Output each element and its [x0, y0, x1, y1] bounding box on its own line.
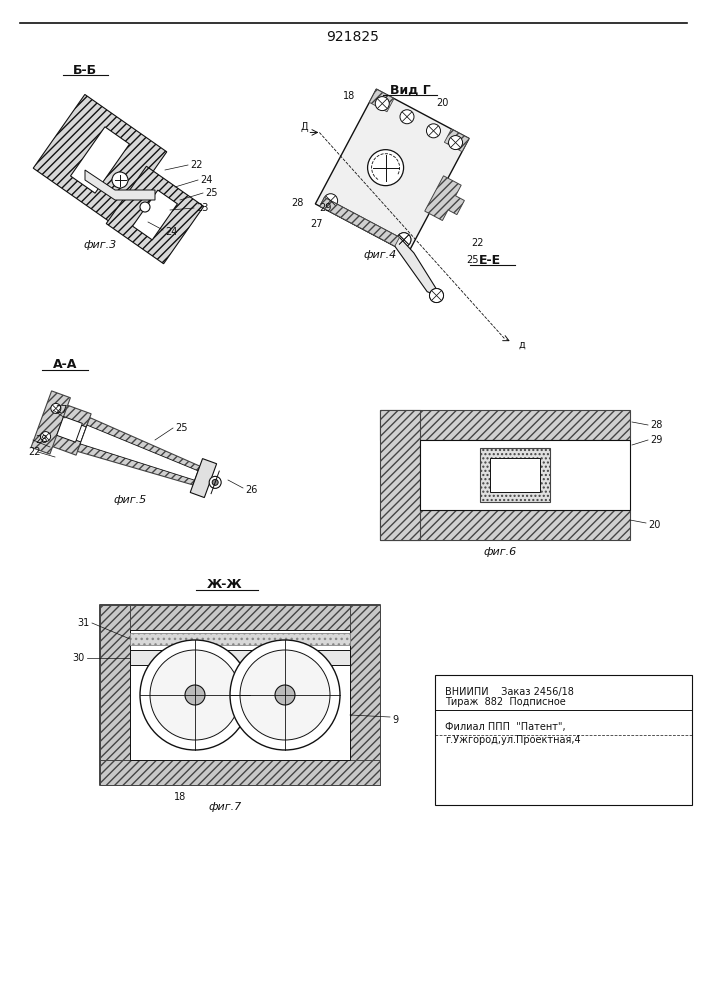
Polygon shape — [435, 675, 692, 805]
Text: 25: 25 — [467, 255, 479, 265]
Polygon shape — [480, 448, 550, 502]
Text: 23: 23 — [196, 203, 209, 213]
Circle shape — [430, 289, 443, 303]
Circle shape — [140, 202, 150, 212]
Text: 28: 28 — [650, 420, 662, 430]
Circle shape — [400, 110, 414, 124]
Circle shape — [275, 685, 295, 705]
Circle shape — [185, 685, 205, 705]
Polygon shape — [380, 410, 630, 440]
Text: 25: 25 — [175, 423, 187, 433]
Text: 28: 28 — [291, 198, 304, 208]
Text: Филиал ППП  "Патент",: Филиал ППП "Патент", — [445, 722, 566, 732]
Circle shape — [150, 650, 240, 740]
Circle shape — [51, 403, 61, 413]
Polygon shape — [100, 605, 380, 785]
Text: 9: 9 — [392, 715, 398, 725]
Text: 20: 20 — [648, 520, 660, 530]
Text: ВНИИПИ    Заказ 2456/18: ВНИИПИ Заказ 2456/18 — [445, 687, 574, 697]
Polygon shape — [380, 510, 630, 540]
Circle shape — [240, 650, 330, 740]
Circle shape — [368, 150, 404, 186]
Circle shape — [375, 97, 390, 111]
Polygon shape — [132, 190, 177, 240]
Text: 24: 24 — [200, 175, 212, 185]
Text: 28: 28 — [35, 435, 47, 445]
Text: 22: 22 — [190, 160, 202, 170]
Text: 27: 27 — [55, 405, 67, 415]
Circle shape — [230, 640, 340, 750]
Text: 27: 27 — [310, 219, 322, 229]
Text: Ж-Ж: Ж-Ж — [207, 578, 243, 591]
Polygon shape — [78, 418, 200, 485]
Circle shape — [426, 124, 440, 138]
Circle shape — [448, 136, 462, 150]
Polygon shape — [369, 89, 394, 112]
Text: фиг.7: фиг.7 — [209, 802, 242, 812]
Text: Тираж  882  Подписное: Тираж 882 Подписное — [445, 697, 566, 707]
Text: 18: 18 — [174, 792, 186, 802]
Text: 22: 22 — [28, 447, 40, 457]
Polygon shape — [100, 605, 130, 785]
Text: 29: 29 — [319, 203, 331, 213]
Polygon shape — [130, 630, 350, 760]
Text: 25: 25 — [205, 188, 218, 198]
Text: 921825: 921825 — [327, 30, 380, 44]
Polygon shape — [130, 633, 350, 645]
Text: г.Ужгород,ул.Проектная,4: г.Ужгород,ул.Проектная,4 — [445, 735, 580, 745]
Polygon shape — [320, 197, 441, 297]
Circle shape — [324, 194, 338, 208]
Text: фиг.4: фиг.4 — [363, 250, 397, 260]
Polygon shape — [420, 440, 630, 510]
Circle shape — [112, 172, 128, 188]
Text: 18: 18 — [343, 91, 356, 101]
Polygon shape — [380, 410, 420, 540]
Circle shape — [397, 233, 411, 247]
Polygon shape — [100, 605, 380, 630]
Polygon shape — [445, 129, 469, 152]
Text: Вид Г: Вид Г — [390, 84, 431, 97]
Circle shape — [40, 432, 51, 442]
Polygon shape — [106, 166, 204, 264]
Circle shape — [140, 640, 250, 750]
Text: Е-Е: Е-Е — [479, 253, 501, 266]
Circle shape — [430, 289, 443, 303]
Polygon shape — [85, 170, 155, 200]
Polygon shape — [320, 197, 399, 246]
Polygon shape — [350, 605, 380, 785]
Text: д: д — [519, 339, 526, 349]
Polygon shape — [490, 458, 540, 492]
Circle shape — [397, 233, 411, 247]
Circle shape — [212, 479, 218, 485]
Text: 26: 26 — [245, 485, 257, 495]
Text: 20: 20 — [437, 98, 449, 108]
Text: 22: 22 — [471, 238, 484, 248]
Polygon shape — [33, 94, 167, 226]
Text: Д: Д — [300, 122, 308, 132]
Text: фиг.6: фиг.6 — [484, 547, 517, 557]
Polygon shape — [53, 417, 86, 442]
Text: Б-Б: Б-Б — [73, 64, 97, 77]
Text: 29: 29 — [650, 435, 662, 445]
Text: 30: 30 — [73, 653, 85, 663]
Polygon shape — [80, 425, 198, 480]
Polygon shape — [130, 650, 350, 665]
Text: 31: 31 — [78, 618, 90, 628]
Text: фиг.5: фиг.5 — [113, 495, 146, 505]
Circle shape — [209, 476, 221, 488]
Polygon shape — [315, 89, 469, 253]
Text: 24: 24 — [165, 227, 177, 237]
Polygon shape — [100, 760, 380, 785]
Text: фиг.3: фиг.3 — [83, 240, 117, 250]
Polygon shape — [190, 459, 216, 498]
Text: А-А: А-А — [53, 359, 77, 371]
Polygon shape — [71, 127, 129, 193]
Polygon shape — [57, 417, 82, 442]
Polygon shape — [31, 391, 71, 454]
Polygon shape — [48, 404, 91, 455]
Polygon shape — [425, 176, 464, 221]
